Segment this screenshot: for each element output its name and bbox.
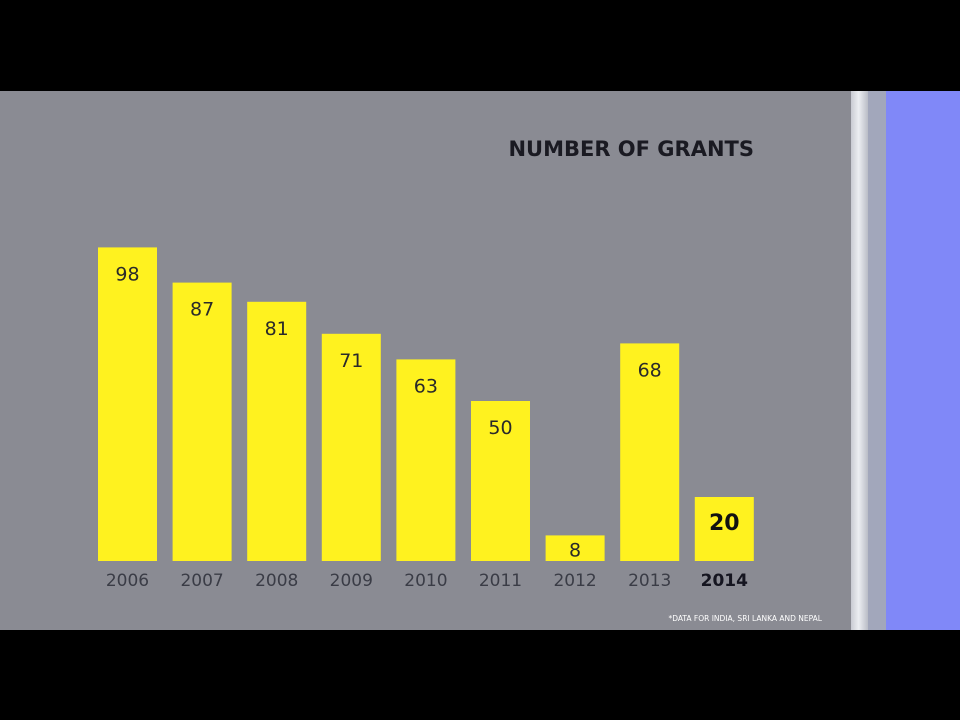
bar-value-label: 81 — [265, 318, 289, 340]
bar-2011 — [471, 401, 530, 561]
bar-value-label: 8 — [569, 539, 581, 561]
bar-value-label: 50 — [488, 417, 512, 439]
bar-labels-group: 98 87 81 71 63 50 8 68 20 — [115, 263, 739, 561]
bar-2014 — [694, 497, 754, 561]
x-tick-label: 2006 — [106, 571, 149, 591]
x-tick-label: 2007 — [180, 571, 223, 591]
bar-2007 — [172, 282, 232, 561]
side-divider — [868, 91, 886, 630]
bar-value-label: 68 — [638, 359, 662, 381]
x-tick-label: 2009 — [330, 571, 373, 591]
bar-2013 — [620, 343, 680, 561]
bar-value-label: 63 — [414, 375, 438, 397]
chart-title: NUMBER OF GRANTS — [508, 137, 754, 161]
side-panel — [886, 91, 960, 630]
bar-2008 — [247, 301, 307, 561]
x-tick-label: 2010 — [404, 571, 447, 591]
x-tick-label: 2014 — [701, 571, 748, 591]
x-tick-label: 2008 — [255, 571, 298, 591]
bar-value-label: 71 — [339, 350, 363, 372]
bar-value-label: 98 — [115, 263, 139, 285]
bar-2006 — [98, 247, 157, 561]
bar-2010 — [396, 359, 456, 561]
x-tick-label: 2013 — [628, 571, 671, 591]
side-divider-light — [851, 91, 868, 630]
bar-value-label: 87 — [190, 299, 214, 321]
bar-2009 — [321, 333, 381, 561]
bars-group — [98, 247, 754, 561]
x-axis-ticks: 2006 2007 2008 2009 2010 2011 2012 2013 2014 — [106, 571, 748, 591]
x-tick-label: 2011 — [479, 571, 522, 591]
x-tick-label: 2012 — [553, 571, 596, 591]
bar-value-label: 20 — [709, 511, 740, 536]
bar-2012 — [545, 535, 605, 561]
footnote: *DATA FOR INDIA, SRI LANKA AND NEPAL — [668, 614, 822, 623]
